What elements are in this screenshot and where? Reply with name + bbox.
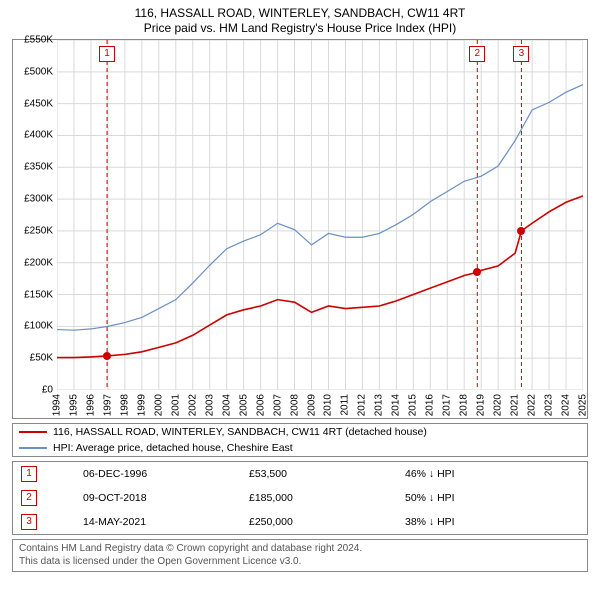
chart-title-address: 116, HASSALL ROAD, WINTERLEY, SANDBACH, … <box>8 6 592 20</box>
event-marker-dot <box>473 268 481 276</box>
y-tick-label: £300K <box>24 194 53 205</box>
x-tick-label: 1999 <box>136 394 147 416</box>
events-table: 1 06-DEC-1996£53,50046% ↓ HPI 2 09-OCT-2018… <box>12 461 588 535</box>
chart-title-subtitle: Price paid vs. HM Land Registry's House … <box>8 21 592 35</box>
chart-plot-area: 1 2 3 <box>57 40 583 390</box>
x-tick-label: 2001 <box>170 394 181 416</box>
y-tick-label: £550K <box>24 35 53 46</box>
attribution: Contains HM Land Registry data © Crown c… <box>12 539 588 572</box>
event-index-badge: 2 <box>21 490 37 506</box>
x-tick-label: 2023 <box>544 394 555 416</box>
legend-swatch <box>19 431 47 433</box>
event-marker-dot <box>517 227 525 235</box>
x-tick-label: 2024 <box>561 394 572 416</box>
event-marker-badge: 1 <box>99 46 115 62</box>
chart-container: £0£50K£100K£150K£200K£250K£300K£350K£400… <box>12 39 588 419</box>
event-date: 14-MAY-2021 <box>75 510 241 535</box>
x-tick-label: 2018 <box>459 394 470 416</box>
x-tick-label: 2021 <box>510 394 521 416</box>
event-row: 3 14-MAY-2021£250,00038% ↓ HPI <box>13 510 588 535</box>
x-tick-label: 2006 <box>255 394 266 416</box>
event-delta: 50% ↓ HPI <box>397 486 588 510</box>
event-marker-dot <box>103 352 111 360</box>
event-index-badge: 3 <box>21 514 37 530</box>
x-tick-label: 2011 <box>340 394 351 416</box>
y-tick-label: £500K <box>24 66 53 77</box>
legend-row: HPI: Average price, detached house, Ches… <box>13 440 588 457</box>
x-tick-label: 2005 <box>238 394 249 416</box>
x-tick-label: 2013 <box>374 394 385 416</box>
y-tick-label: £400K <box>24 130 53 141</box>
event-date: 09-OCT-2018 <box>75 486 241 510</box>
event-row: 2 09-OCT-2018£185,00050% ↓ HPI <box>13 486 588 510</box>
x-tick-label: 2002 <box>187 394 198 416</box>
x-tick-label: 2008 <box>289 394 300 416</box>
y-tick-label: £450K <box>24 98 53 109</box>
x-tick-label: 2019 <box>476 394 487 416</box>
x-tick-label: 1994 <box>52 394 63 416</box>
y-tick-label: £250K <box>24 225 53 236</box>
y-tick-label: £100K <box>24 321 53 332</box>
x-tick-label: 2004 <box>221 394 232 416</box>
x-tick-label: 2020 <box>493 394 504 416</box>
legend: 116, HASSALL ROAD, WINTERLEY, SANDBACH, … <box>12 423 588 457</box>
x-tick-label: 2010 <box>323 394 334 416</box>
event-price: £185,000 <box>241 486 397 510</box>
event-price: £53,500 <box>241 462 397 487</box>
x-tick-label: 1996 <box>85 394 96 416</box>
attribution-line2: This data is licensed under the Open Gov… <box>19 556 301 567</box>
y-tick-label: £200K <box>24 257 53 268</box>
x-tick-label: 2000 <box>153 394 164 416</box>
event-index-badge: 1 <box>21 466 37 482</box>
attribution-line1: Contains HM Land Registry data © Crown c… <box>19 543 362 554</box>
y-tick-label: £350K <box>24 162 53 173</box>
y-tick-label: £150K <box>24 289 53 300</box>
event-price: £250,000 <box>241 510 397 535</box>
x-tick-label: 1998 <box>119 394 130 416</box>
x-tick-label: 2003 <box>204 394 215 416</box>
x-tick-label: 2025 <box>578 394 589 416</box>
legend-swatch <box>19 447 47 449</box>
x-tick-label: 2007 <box>272 394 283 416</box>
y-tick-label: £50K <box>30 353 53 364</box>
legend-row: 116, HASSALL ROAD, WINTERLEY, SANDBACH, … <box>13 424 588 441</box>
event-delta: 46% ↓ HPI <box>397 462 588 487</box>
x-tick-label: 2009 <box>306 394 317 416</box>
event-marker-badge: 2 <box>469 46 485 62</box>
event-row: 1 06-DEC-1996£53,50046% ↓ HPI <box>13 462 588 487</box>
legend-label: 116, HASSALL ROAD, WINTERLEY, SANDBACH, … <box>53 426 427 438</box>
x-tick-label: 2016 <box>425 394 436 416</box>
x-tick-label: 1995 <box>68 394 79 416</box>
x-tick-label: 2017 <box>442 394 453 416</box>
x-tick-label: 2014 <box>391 394 402 416</box>
y-axis-ticks: £0£50K£100K£150K£200K£250K£300K£350K£400… <box>13 40 57 390</box>
x-axis-ticks: 1994199519961997199819992000200120022003… <box>57 390 583 418</box>
event-delta: 38% ↓ HPI <box>397 510 588 535</box>
event-date: 06-DEC-1996 <box>75 462 241 487</box>
event-marker-badge: 3 <box>513 46 529 62</box>
legend-label: HPI: Average price, detached house, Ches… <box>53 442 293 454</box>
x-tick-label: 1997 <box>102 394 113 416</box>
x-tick-label: 2015 <box>408 394 419 416</box>
x-tick-label: 2022 <box>527 394 538 416</box>
x-tick-label: 2012 <box>357 394 368 416</box>
